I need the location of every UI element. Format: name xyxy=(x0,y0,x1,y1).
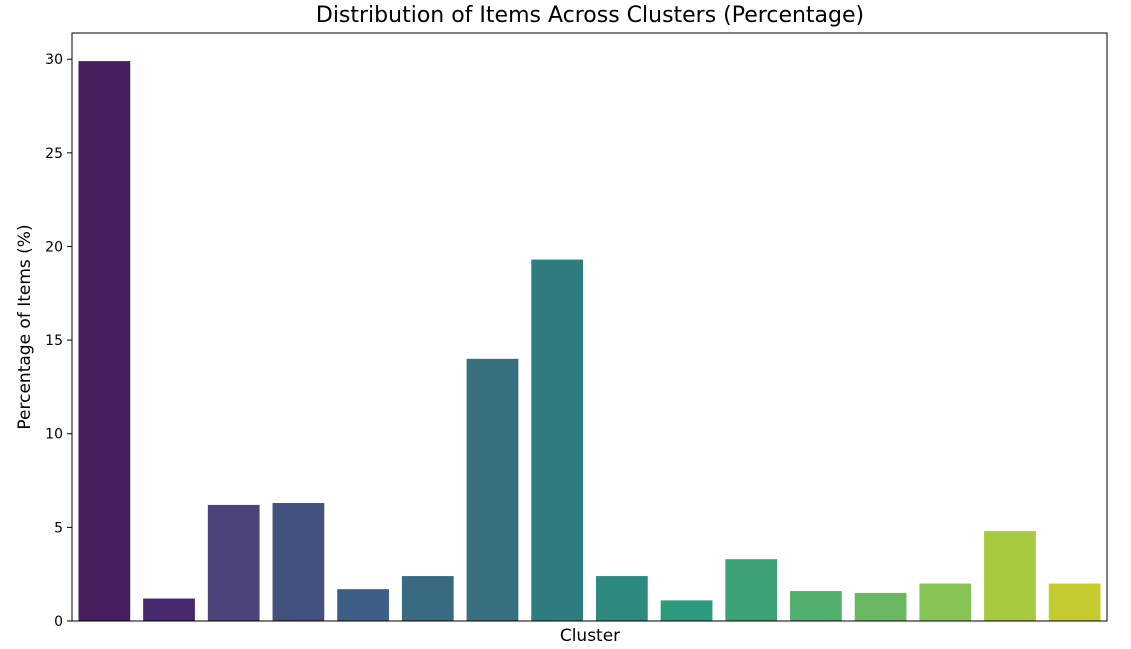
bar-cluster-11 xyxy=(790,591,842,621)
y-tick-label: 30 xyxy=(45,52,63,68)
bar-cluster-3 xyxy=(272,503,325,621)
x-axis-label: Cluster xyxy=(560,626,620,646)
y-tick-label: 20 xyxy=(45,239,63,255)
bar-cluster-12 xyxy=(854,592,907,621)
y-tick-label: 15 xyxy=(45,333,63,349)
bars-group xyxy=(78,61,1101,621)
y-axis-label: Percentage of Items (%) xyxy=(15,224,35,429)
y-tick-label: 0 xyxy=(54,614,63,630)
bar-cluster-15 xyxy=(1048,583,1101,621)
plot-frame xyxy=(71,32,1108,622)
bar-cluster-4 xyxy=(337,589,389,621)
chart-title: Distribution of Items Across Clusters (P… xyxy=(316,3,864,28)
bar-cluster-1 xyxy=(143,598,195,621)
y-tick-label: 5 xyxy=(54,520,63,536)
bar-cluster-13 xyxy=(919,583,972,621)
bar-cluster-6 xyxy=(466,358,519,621)
y-tick-label: 25 xyxy=(45,146,63,162)
bar-cluster-5 xyxy=(401,576,454,621)
bar-cluster-14 xyxy=(984,531,1036,621)
bar-cluster-9 xyxy=(660,600,713,621)
bar-cluster-8 xyxy=(595,576,648,621)
y-tick-label: 10 xyxy=(45,427,63,443)
bar-cluster-7 xyxy=(531,259,584,621)
bar-cluster-0 xyxy=(78,61,131,621)
y-axis: 0 5 10 15 20 25 30 xyxy=(45,52,72,630)
bar-cluster-2 xyxy=(207,504,260,621)
bar-cluster-10 xyxy=(725,559,778,621)
